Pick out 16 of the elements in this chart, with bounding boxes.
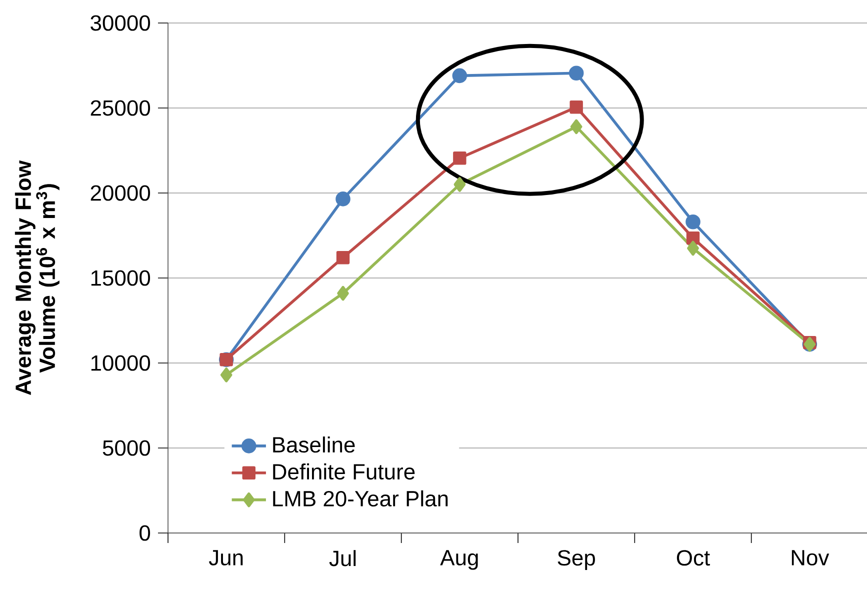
legend-label: Definite Future <box>273 463 415 480</box>
y-tick-label: 15000 <box>91 270 150 286</box>
x-tick-label: Oct <box>676 550 710 566</box>
y-tick-label: 20000 <box>90 185 150 201</box>
x-tick-label: Jul <box>329 550 356 566</box>
legend-label: LMB 20-Year Plan <box>273 490 448 507</box>
x-tick-label: Sep <box>558 550 595 570</box>
y-tick-label: 25000 <box>90 100 150 116</box>
y-tick-label: 10000 <box>91 355 150 371</box>
x-tick-label: Aug <box>440 550 478 570</box>
x-tick-label: Jun <box>208 550 243 566</box>
y-tick-label: 30000 <box>90 15 150 31</box>
legend-label: Baseline <box>273 436 355 453</box>
y-tick-label: 5000 <box>102 440 150 456</box>
x-tick-label: Nov <box>792 550 830 566</box>
y-tick-label: 0 <box>140 525 150 541</box>
